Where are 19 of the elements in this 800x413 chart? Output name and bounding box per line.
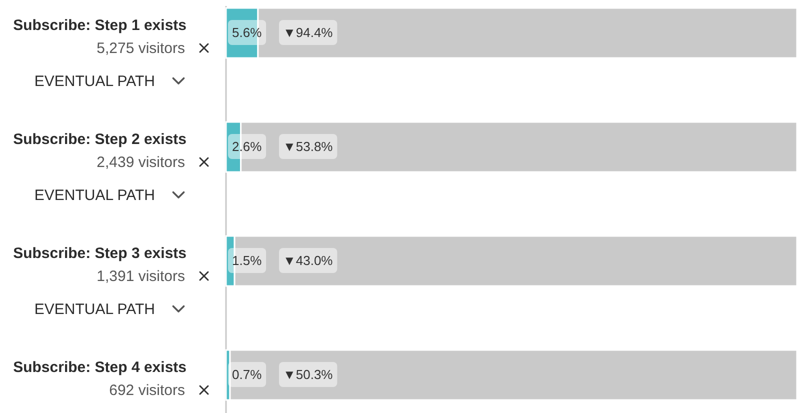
y-tick-label: Subscribe: Step 3 exists <box>13 245 186 262</box>
data-label: 2.6% <box>232 139 262 154</box>
text: 2,439 visitors <box>96 154 185 171</box>
data-label: 0.7% <box>232 367 262 382</box>
text: EVENTUAL PATH <box>34 301 155 318</box>
data-label: 1.5% <box>232 253 262 268</box>
text: 5,275 visitors <box>96 40 185 57</box>
annotation: ▼43.0% <box>283 253 334 268</box>
y-tick-label: Subscribe: Step 1 exists <box>13 17 186 34</box>
text: 1,391 visitors <box>96 268 185 285</box>
text: EVENTUAL PATH <box>34 187 155 204</box>
text: EVENTUAL PATH <box>34 73 155 90</box>
data-label: 5.6% <box>232 25 262 40</box>
y-tick-label: Subscribe: Step 4 exists <box>13 359 186 376</box>
y-tick-label: Subscribe: Step 2 exists <box>13 131 186 148</box>
annotation: ▼50.3% <box>283 367 334 382</box>
annotation: ▼94.4% <box>283 25 334 40</box>
annotation: ▼53.8% <box>283 139 334 154</box>
text: 692 visitors <box>109 382 185 399</box>
